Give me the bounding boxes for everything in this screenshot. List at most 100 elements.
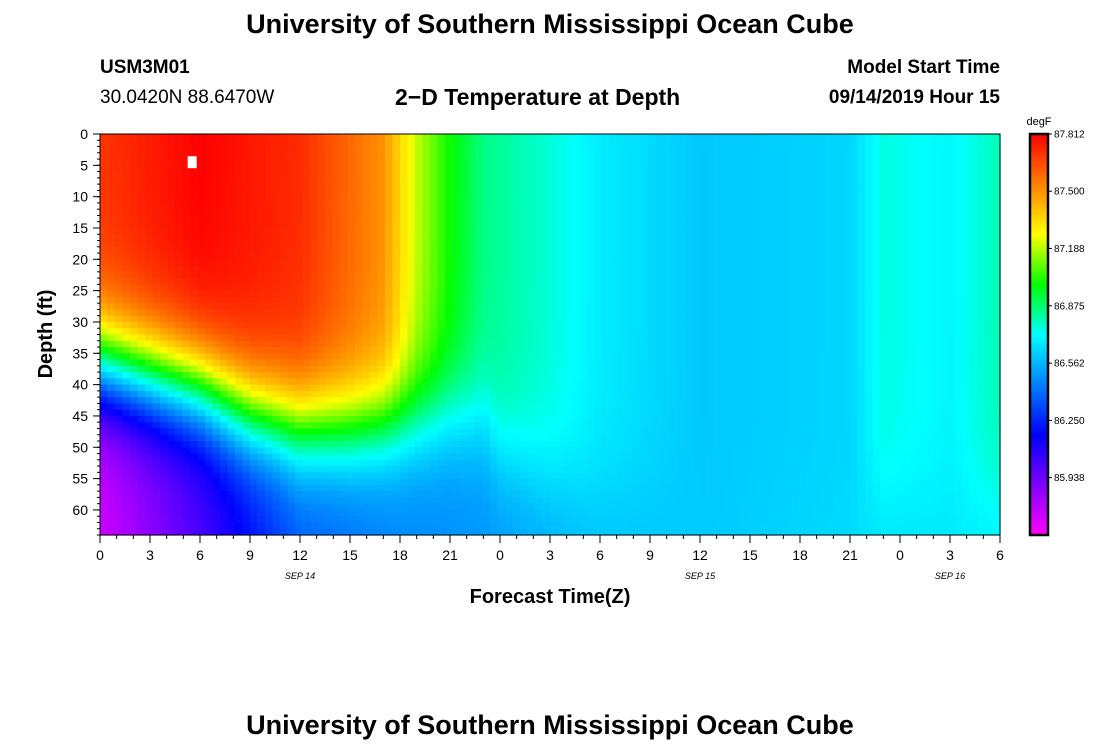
heatmap-cell xyxy=(310,265,319,273)
heatmap-cell xyxy=(280,428,289,436)
heatmap-cell xyxy=(610,347,619,354)
heatmap-cell xyxy=(610,503,619,511)
heatmap-cell xyxy=(565,372,574,379)
heatmap-cell xyxy=(460,353,469,361)
heatmap-cell xyxy=(497,209,506,217)
heatmap-cell xyxy=(377,215,386,223)
heatmap-cell xyxy=(647,415,656,423)
heatmap-cell xyxy=(370,190,379,198)
heatmap-cell xyxy=(250,184,259,191)
heatmap-cell xyxy=(160,415,169,423)
heatmap-cell xyxy=(520,434,529,442)
heatmap-cell xyxy=(407,447,416,455)
heatmap-cell xyxy=(295,453,304,461)
heatmap-cell xyxy=(655,497,664,505)
heatmap-cell xyxy=(175,259,184,267)
heatmap-cell xyxy=(400,441,409,448)
heatmap-cell xyxy=(100,190,109,198)
heatmap-cell xyxy=(482,390,491,398)
heatmap-cell xyxy=(595,227,604,235)
heatmap-cell xyxy=(197,334,206,342)
heatmap-cell xyxy=(287,459,296,467)
heatmap-cell xyxy=(550,259,559,267)
heatmap-cell xyxy=(257,447,266,455)
heatmap-cell xyxy=(235,403,244,411)
heatmap-cell xyxy=(482,397,491,405)
heatmap-cell xyxy=(265,290,274,298)
heatmap-cell xyxy=(640,353,649,361)
heatmap-cell xyxy=(407,253,416,260)
heatmap-cell xyxy=(362,321,371,329)
heatmap-cell xyxy=(355,378,364,386)
heatmap-cell xyxy=(100,221,109,229)
heatmap-cell xyxy=(370,397,379,405)
heatmap-cell xyxy=(505,428,514,436)
heatmap-cell xyxy=(422,140,431,148)
heatmap-cell xyxy=(385,353,394,361)
heatmap-cell xyxy=(377,290,386,298)
heatmap-cell xyxy=(205,491,214,499)
heatmap-cell xyxy=(655,347,664,354)
heatmap-cell xyxy=(392,441,401,448)
heatmap-cell xyxy=(565,190,574,198)
heatmap-cell xyxy=(490,278,499,285)
heatmap-cell xyxy=(370,271,379,279)
heatmap-cell xyxy=(145,140,154,148)
heatmap-cell xyxy=(160,234,169,242)
heatmap-cell xyxy=(332,434,341,442)
heatmap-cell xyxy=(527,359,536,367)
heatmap-cell xyxy=(100,453,109,461)
heatmap-cell xyxy=(325,303,334,311)
heatmap-cell xyxy=(302,202,311,210)
heatmap-cell xyxy=(625,253,634,260)
heatmap-cell xyxy=(280,240,289,248)
heatmap-cell xyxy=(235,528,244,536)
heatmap-cell xyxy=(557,240,566,248)
heatmap-cell xyxy=(220,177,229,185)
heatmap-cell xyxy=(220,397,229,405)
heatmap-cell xyxy=(310,472,319,480)
heatmap-cell xyxy=(677,434,686,442)
heatmap-cell xyxy=(167,202,176,210)
heatmap-cell xyxy=(565,497,574,505)
heatmap-cell xyxy=(137,353,146,361)
heatmap-cell xyxy=(325,134,334,141)
heatmap-cell xyxy=(317,466,326,473)
heatmap-cell xyxy=(490,403,499,411)
heatmap-cell xyxy=(557,215,566,223)
heatmap-cell xyxy=(415,353,424,361)
heatmap-cell xyxy=(482,484,491,492)
heatmap-cell xyxy=(400,353,409,361)
heatmap-cell xyxy=(347,140,356,148)
heatmap-cell xyxy=(145,522,154,530)
heatmap-cell xyxy=(272,315,281,323)
heatmap-cell xyxy=(662,202,671,210)
heatmap-cell xyxy=(632,202,641,210)
heatmap-cell xyxy=(445,227,454,235)
heatmap-cell xyxy=(175,215,184,223)
heatmap-cell xyxy=(107,484,116,492)
heatmap-cell xyxy=(520,265,529,273)
heatmap-cell xyxy=(107,365,116,373)
heatmap-cell xyxy=(220,296,229,304)
heatmap-cell xyxy=(617,321,626,329)
heatmap-cell xyxy=(632,140,641,148)
heatmap-cell xyxy=(332,184,341,191)
heatmap-cell xyxy=(190,503,199,511)
heatmap-cell xyxy=(212,265,221,273)
heatmap-cell xyxy=(385,503,394,511)
heatmap-cell xyxy=(280,271,289,279)
heatmap-cell xyxy=(100,296,109,304)
heatmap-cell xyxy=(550,278,559,285)
heatmap-cell xyxy=(340,140,349,148)
heatmap-cell xyxy=(100,365,109,373)
heatmap-cell xyxy=(557,447,566,455)
heatmap-cell xyxy=(302,484,311,492)
heatmap-cell xyxy=(250,271,259,279)
heatmap-cell xyxy=(617,528,626,536)
heatmap-cell xyxy=(385,384,394,392)
heatmap-cell xyxy=(257,146,266,154)
heatmap-cell xyxy=(257,472,266,480)
heatmap-cell xyxy=(512,184,521,191)
heatmap-cell xyxy=(190,134,199,141)
